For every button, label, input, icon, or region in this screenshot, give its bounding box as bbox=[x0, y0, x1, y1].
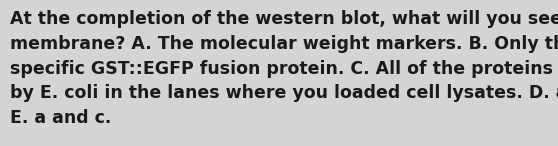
Text: At the completion of the western blot, what will you see on the
membrane? A. The: At the completion of the western blot, w… bbox=[10, 10, 558, 127]
